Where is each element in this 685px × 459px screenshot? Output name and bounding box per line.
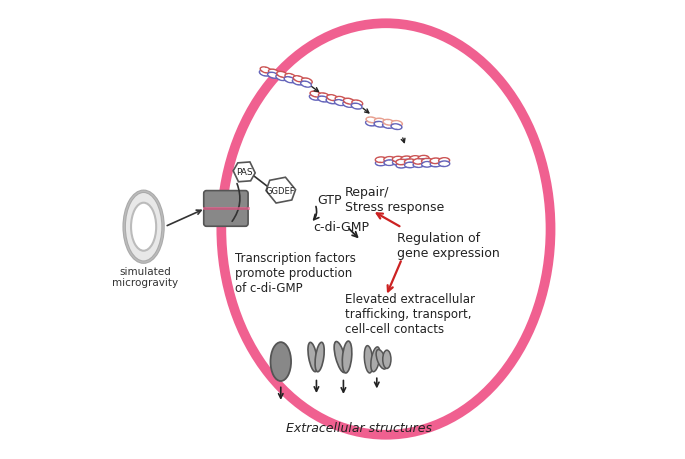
Ellipse shape: [406, 164, 414, 168]
Ellipse shape: [384, 121, 393, 125]
Ellipse shape: [269, 74, 277, 78]
Ellipse shape: [285, 78, 294, 83]
Ellipse shape: [260, 72, 269, 76]
Ellipse shape: [385, 162, 394, 165]
Text: simulated
microgravity: simulated microgravity: [112, 266, 178, 287]
Ellipse shape: [423, 160, 432, 163]
Ellipse shape: [393, 122, 401, 126]
Ellipse shape: [397, 161, 406, 164]
Ellipse shape: [293, 80, 302, 85]
Ellipse shape: [406, 160, 414, 164]
Ellipse shape: [277, 76, 286, 80]
Ellipse shape: [402, 157, 411, 162]
Ellipse shape: [336, 101, 345, 106]
Ellipse shape: [342, 341, 352, 373]
Ellipse shape: [431, 160, 440, 163]
Ellipse shape: [353, 101, 362, 106]
Ellipse shape: [371, 347, 380, 372]
Ellipse shape: [286, 75, 295, 79]
Ellipse shape: [393, 158, 403, 162]
Ellipse shape: [376, 162, 386, 166]
Ellipse shape: [334, 342, 347, 373]
Ellipse shape: [344, 103, 353, 107]
Ellipse shape: [367, 118, 376, 123]
FancyBboxPatch shape: [203, 191, 248, 209]
Text: GGDEF: GGDEF: [266, 186, 296, 195]
Ellipse shape: [384, 124, 393, 128]
Ellipse shape: [419, 160, 428, 164]
Ellipse shape: [327, 96, 337, 101]
Ellipse shape: [419, 157, 428, 161]
Ellipse shape: [440, 162, 449, 166]
FancyBboxPatch shape: [203, 208, 248, 227]
Ellipse shape: [294, 78, 303, 82]
Ellipse shape: [277, 73, 286, 78]
Ellipse shape: [319, 95, 328, 99]
Ellipse shape: [301, 83, 310, 87]
Text: Elevated extracellular
trafficking, transport,
cell-cell contacts: Elevated extracellular trafficking, tran…: [345, 292, 475, 336]
Ellipse shape: [376, 158, 386, 162]
Ellipse shape: [345, 100, 353, 104]
Text: GTP: GTP: [317, 193, 342, 207]
Ellipse shape: [366, 122, 375, 126]
Ellipse shape: [402, 161, 411, 165]
Ellipse shape: [393, 161, 403, 165]
Ellipse shape: [431, 163, 440, 167]
Ellipse shape: [131, 203, 156, 251]
Ellipse shape: [410, 157, 420, 161]
Ellipse shape: [383, 350, 391, 369]
Text: Extracellular structures: Extracellular structures: [286, 421, 432, 435]
Ellipse shape: [302, 79, 312, 84]
Ellipse shape: [376, 350, 386, 369]
Polygon shape: [266, 178, 295, 204]
Text: Regulation of
gene expression: Regulation of gene expression: [397, 231, 500, 259]
Ellipse shape: [311, 93, 320, 97]
Text: Transcription factors
promote production
of c-di-GMP: Transcription factors promote production…: [235, 252, 356, 294]
Polygon shape: [233, 162, 256, 182]
Ellipse shape: [364, 346, 373, 373]
Ellipse shape: [385, 158, 394, 162]
Ellipse shape: [269, 71, 278, 75]
Ellipse shape: [124, 192, 163, 263]
Text: PAS: PAS: [236, 168, 253, 177]
Ellipse shape: [352, 105, 361, 109]
Ellipse shape: [319, 98, 327, 102]
Ellipse shape: [327, 100, 336, 104]
Ellipse shape: [310, 96, 319, 100]
Ellipse shape: [414, 163, 423, 167]
Ellipse shape: [336, 98, 345, 102]
Ellipse shape: [397, 164, 406, 168]
Ellipse shape: [414, 160, 423, 164]
Text: c-di-GMP: c-di-GMP: [313, 221, 369, 234]
Ellipse shape: [261, 68, 270, 73]
Ellipse shape: [410, 161, 420, 164]
Ellipse shape: [375, 120, 384, 124]
Text: Repair/
Stress response: Repair/ Stress response: [345, 186, 444, 214]
Ellipse shape: [392, 125, 401, 129]
Ellipse shape: [315, 342, 324, 372]
Ellipse shape: [440, 159, 449, 163]
Ellipse shape: [375, 123, 384, 127]
Ellipse shape: [423, 163, 432, 167]
Ellipse shape: [271, 342, 291, 381]
Ellipse shape: [308, 342, 318, 372]
